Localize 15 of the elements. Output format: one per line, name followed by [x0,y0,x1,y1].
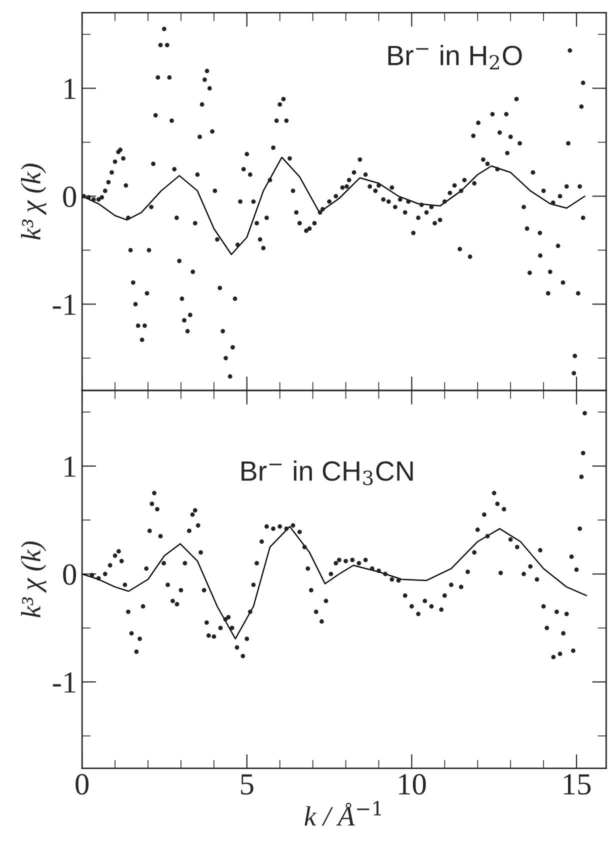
y-tick-label: 0 [63,186,76,208]
x-tick-label: 15 [564,774,591,795]
y-tick-label: -1 [52,294,76,315]
y-axis-title: k³ χ (k) [21,164,46,240]
line-series [82,156,586,256]
x-tick-label: 10 [399,774,426,795]
y-tick-label: 0 [63,564,76,585]
y-tick-label: -1 [52,672,76,693]
y-axis-title: k³ χ (k) [21,541,46,618]
y-tick-label: 1 [64,456,76,477]
x-tick-label: 5 [241,774,254,795]
annotation: Br$^{−}$ in H$_{2}$O [388,44,522,70]
y-tick-label: 1 [64,78,76,99]
x-axis-title: k / Å$^{−1}$ [304,800,381,826]
annotation: Br$^{−}$ in CH$_{3}$CN [242,460,413,486]
